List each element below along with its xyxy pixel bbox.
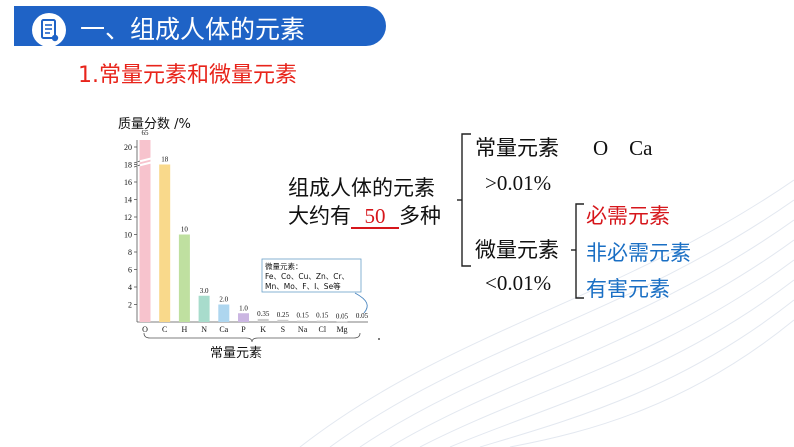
x-tick-label: Ca bbox=[219, 325, 228, 334]
y-tick-label: 4 bbox=[128, 283, 132, 292]
x-tick-label: Na bbox=[298, 325, 308, 334]
major-elements-label: 常量元素 bbox=[475, 136, 559, 160]
section-heading: 1.常量元素和微量元素 bbox=[78, 63, 297, 88]
x-tick-label: H bbox=[182, 325, 188, 334]
composition-prefix: 大约有 bbox=[288, 204, 351, 228]
bar-Ca bbox=[218, 304, 230, 322]
y-axis-label: 质量分数 /% bbox=[118, 117, 191, 132]
bar-value-label: 0.15 bbox=[316, 312, 329, 320]
trace-note-line2: Mn、Mo、F、I、Se等 bbox=[265, 281, 341, 291]
essential-elements: 必需元素 bbox=[586, 204, 670, 228]
composition-line2: 大约有 50 多种 bbox=[288, 203, 441, 229]
bar-value-label: 3.0 bbox=[200, 287, 209, 295]
trace-note-arrow bbox=[354, 292, 368, 314]
bar-S bbox=[277, 319, 289, 322]
title-bar: 一、组成人体的元素 bbox=[14, 6, 386, 47]
harmful-elements: 有害元素 bbox=[586, 277, 670, 301]
nonessential-elements: 非必需元素 bbox=[586, 241, 691, 265]
bar-value-label: 0.05 bbox=[336, 313, 349, 321]
bar-value-label: 65 bbox=[142, 129, 150, 137]
y-tick-label: 12 bbox=[124, 213, 132, 222]
dot-mark bbox=[378, 338, 380, 340]
bar-C bbox=[159, 164, 171, 322]
major-element-brace bbox=[143, 332, 361, 343]
x-tick-label: Mg bbox=[336, 325, 347, 334]
bar-value-label: 10 bbox=[181, 226, 189, 234]
bar-value-label: 0.25 bbox=[277, 311, 290, 319]
x-tick-label: S bbox=[281, 325, 285, 334]
composition-count: 50 bbox=[364, 204, 386, 228]
y-tick-label: 6 bbox=[128, 266, 132, 275]
document-icon bbox=[32, 13, 66, 47]
y-tick-label: 8 bbox=[128, 248, 132, 257]
trace-threshold: <0.01% bbox=[485, 271, 552, 295]
bar-Mg bbox=[336, 321, 348, 323]
bar-value-label: 18 bbox=[161, 156, 169, 164]
bar-K bbox=[257, 318, 269, 322]
bar-value-label: 0.15 bbox=[296, 312, 309, 320]
trace-elements-label: 微量元素 bbox=[475, 238, 559, 262]
bar-N bbox=[198, 295, 210, 322]
x-tick-label: O bbox=[142, 325, 148, 334]
page-title: 一、组成人体的元素 bbox=[80, 15, 306, 44]
bar-Cl bbox=[316, 320, 328, 322]
y-tick-label: 10 bbox=[124, 231, 132, 240]
major-elements-list: O Ca bbox=[593, 136, 653, 160]
trace-brace bbox=[571, 203, 584, 299]
tail-value-label: 0.05 bbox=[356, 312, 369, 320]
x-tick-label: K bbox=[260, 325, 266, 334]
bar-value-label: 2.0 bbox=[219, 296, 228, 304]
x-tick-label: Cl bbox=[319, 325, 327, 334]
composition-blank: 50 bbox=[351, 205, 399, 229]
y-tick-label: 14 bbox=[124, 196, 132, 205]
element-mass-chart: 质量分数 /% 2 4 6 8 10 12 14 16 18 20 65 18 10 3.0 2.0 1.0… bbox=[118, 117, 380, 361]
x-tick-label: N bbox=[201, 325, 207, 334]
bar-O bbox=[139, 140, 151, 322]
y-tick-label: 18 bbox=[124, 161, 132, 170]
bar-value-label: 1.0 bbox=[239, 304, 248, 312]
y-tick-label: 2 bbox=[128, 301, 132, 310]
composition-line1: 组成人体的元素 bbox=[288, 176, 435, 200]
y-tick-label: 20 bbox=[124, 143, 132, 152]
bar-Na bbox=[297, 320, 309, 322]
trace-note-title: 微量元素： bbox=[265, 261, 303, 271]
composition-suffix: 多种 bbox=[399, 204, 441, 228]
x-tick-label: P bbox=[241, 325, 246, 334]
y-tick-label: 16 bbox=[124, 178, 132, 187]
trace-note-line1: Fe、Co、Cu、Zn、Cr、 bbox=[265, 272, 349, 281]
bar-value-label: 0.35 bbox=[257, 310, 270, 318]
axis-break-mark bbox=[133, 160, 141, 168]
bar-H bbox=[178, 234, 190, 322]
x-tick-label: C bbox=[162, 325, 167, 334]
x-axis-label: 常量元素 bbox=[210, 346, 262, 361]
major-threshold: >0.01% bbox=[485, 171, 552, 195]
trace-note-box bbox=[261, 258, 362, 293]
classification-brace bbox=[457, 133, 471, 267]
bar-P bbox=[238, 313, 249, 322]
